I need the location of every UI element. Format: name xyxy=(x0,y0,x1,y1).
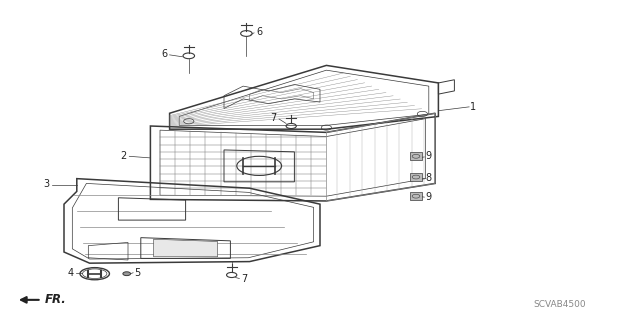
Polygon shape xyxy=(410,192,422,200)
Text: 8: 8 xyxy=(426,173,432,183)
Text: 1: 1 xyxy=(470,102,477,112)
Text: 6: 6 xyxy=(161,48,168,59)
Text: 4: 4 xyxy=(67,268,74,278)
Text: 9: 9 xyxy=(426,151,432,161)
Polygon shape xyxy=(410,152,422,160)
Polygon shape xyxy=(154,239,218,257)
Text: 9: 9 xyxy=(426,192,432,202)
Text: SCVAB4500: SCVAB4500 xyxy=(534,300,586,309)
Text: 7: 7 xyxy=(270,113,276,123)
Text: 3: 3 xyxy=(44,179,50,189)
Polygon shape xyxy=(410,173,422,181)
Text: 2: 2 xyxy=(120,151,127,161)
Text: FR.: FR. xyxy=(45,293,67,306)
Circle shape xyxy=(123,272,131,276)
Text: 7: 7 xyxy=(241,274,248,284)
Text: 5: 5 xyxy=(134,268,141,278)
Text: 6: 6 xyxy=(256,27,262,37)
